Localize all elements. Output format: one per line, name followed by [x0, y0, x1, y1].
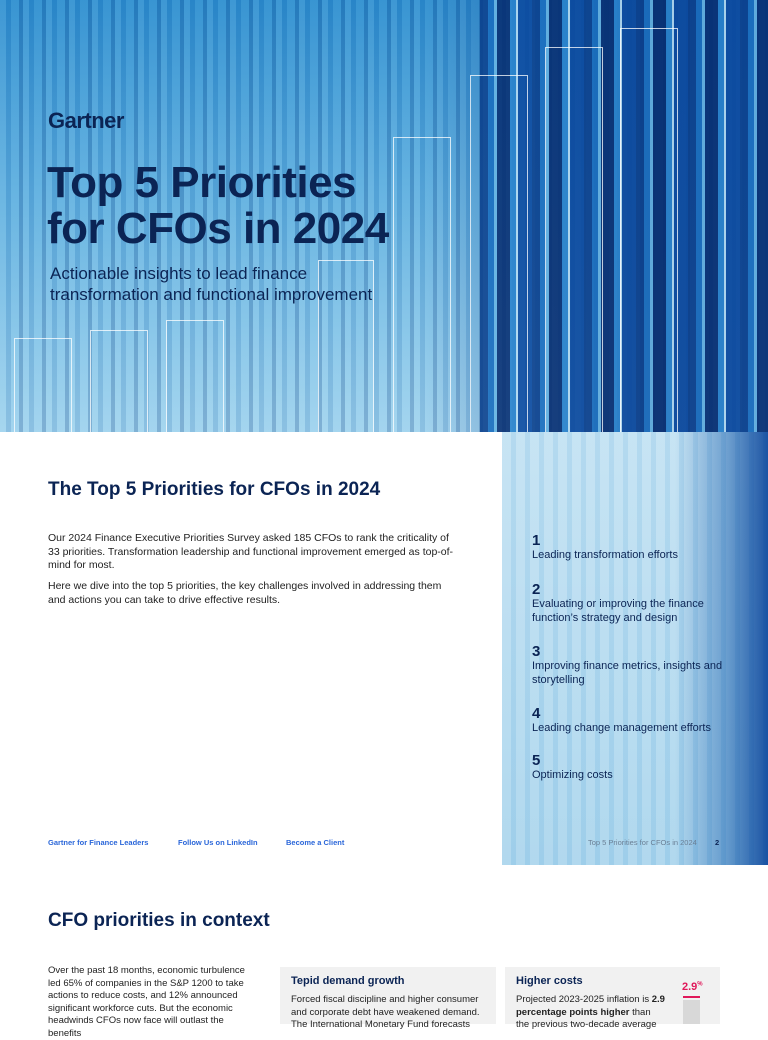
page-number: 2: [715, 838, 720, 847]
decorative-bar-outline: [14, 338, 72, 432]
priority-item: 1 Leading transformation efforts: [532, 532, 678, 561]
priority-item: 4 Leading change management efforts: [532, 705, 711, 734]
footer-title: Top 5 Priorities for CFOs in 2024: [588, 838, 697, 847]
context-paragraph: Over the past 18 months, economic turbul…: [48, 965, 245, 1039]
decorative-bar-outline: [318, 260, 374, 432]
decorative-bar-outline: [545, 47, 603, 432]
card-title: Higher costs: [516, 975, 583, 987]
cover-background-stripes: [480, 0, 768, 432]
link-become-client[interactable]: Become a Client: [286, 838, 345, 847]
decorative-bar-outline: [393, 137, 451, 432]
card-text: Projected 2023-2025 inflation is 2.9 per…: [516, 994, 665, 1030]
intro-paragraph-2: Here we dive into the top 5 priorities, …: [48, 580, 442, 606]
cover-hero: Gartner Top 5 Priorities for CFOs in 2024…: [0, 0, 768, 432]
card-title: Tepid demand growth: [291, 975, 405, 987]
inflation-stat: 2.9%: [682, 981, 703, 993]
decorative-bar-outline: [90, 330, 148, 432]
link-follow-linkedin[interactable]: Follow Us on LinkedIn: [178, 838, 258, 847]
gartner-logo: Gartner: [48, 108, 124, 133]
stat-bar: [683, 1000, 700, 1024]
page-heading: The Top 5 Priorities for CFOs in 2024: [48, 479, 381, 500]
priority-item: 2 Evaluating or improving the finance fun…: [532, 581, 704, 624]
decorative-bar-outline: [166, 320, 224, 432]
intro-paragraph: Our 2024 Finance Executive Priorities Su…: [48, 532, 454, 571]
cover-title: Top 5 Priorities for CFOs in 2024: [47, 158, 389, 253]
card-text: Forced fiscal discipline and higher cons…: [291, 994, 480, 1030]
card-higher-costs: Higher costs Projected 2023-2025 inflati…: [505, 967, 720, 1030]
priority-item: 5 Optimizing costs: [532, 752, 613, 781]
page-2: [0, 432, 768, 865]
card-tepid-demand: Tepid demand growth Forced fiscal discip…: [280, 967, 496, 1030]
section-heading: CFO priorities in context: [48, 910, 270, 931]
priority-item: 3 Improving finance metrics, insights and…: [532, 643, 723, 686]
link-gartner-finance-leaders[interactable]: Gartner for Finance Leaders: [48, 838, 149, 847]
stat-bar-marker: [683, 996, 700, 998]
decorative-bar-outline: [470, 75, 528, 432]
decorative-bar-outline: [620, 28, 678, 432]
cover-subtitle: Actionable insights to lead finance trans…: [50, 264, 373, 304]
priorities-panel-background: [502, 432, 768, 865]
